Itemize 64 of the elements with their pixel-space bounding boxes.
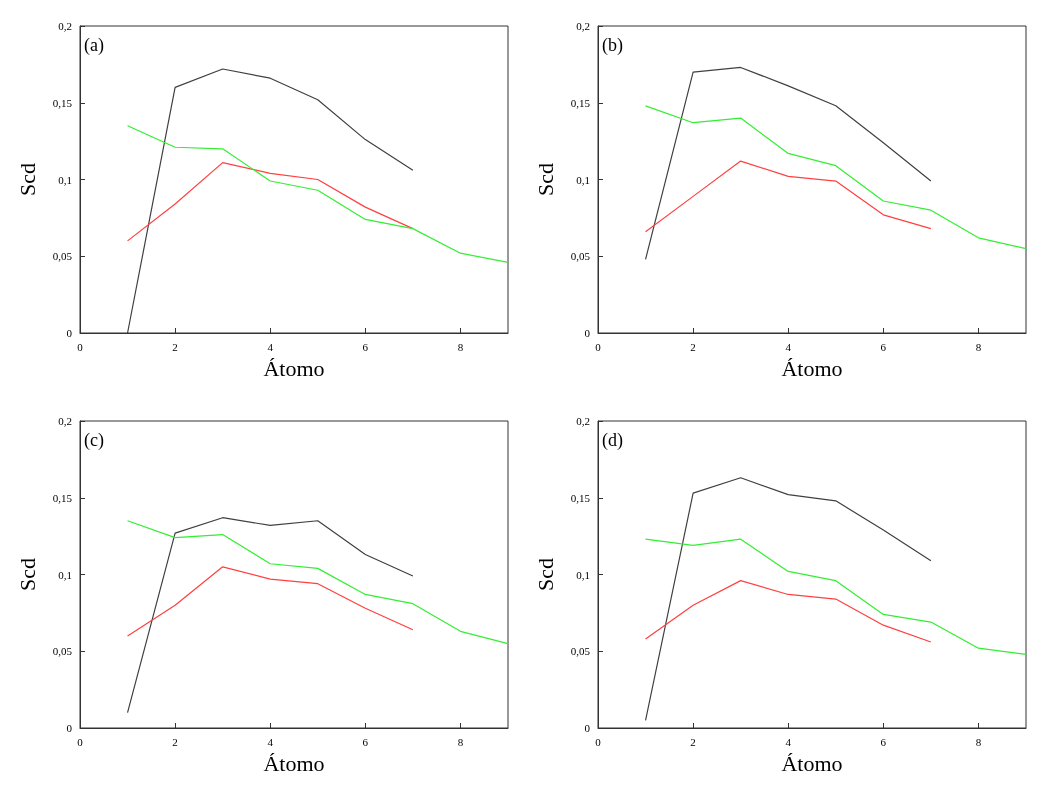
line-series [644, 580, 932, 643]
x-tick-label: 6 [880, 340, 887, 353]
y-tick-label: 0,1 [58, 173, 72, 186]
line-series [126, 125, 509, 263]
y-tick-label: 0,2 [58, 415, 72, 427]
x-tick-label: 2 [172, 735, 178, 748]
annotation: (a) [84, 35, 104, 56]
x-tick-label: 2 [172, 340, 178, 353]
annotation: (c) [84, 430, 104, 451]
line-series [644, 105, 1027, 250]
y-tick-label: 0,2 [576, 415, 590, 427]
y-tick-label: 0,1 [576, 173, 590, 186]
x-tick-label: 8 [457, 340, 464, 353]
x-tick-label: 4 [267, 340, 274, 353]
line-series [644, 160, 932, 233]
y-tick-label: 0,05 [570, 645, 591, 658]
y-tick-label: 0,15 [570, 491, 591, 504]
x-tick-label: 6 [880, 735, 887, 748]
x-tick-label: 8 [975, 340, 982, 353]
y-tick-label: 0,15 [52, 491, 73, 504]
y-axis-title: Scd [14, 163, 40, 196]
line-series [126, 162, 414, 242]
x-axis-title: Átomo [781, 750, 843, 776]
y-axis-title: Scd [532, 163, 558, 196]
x-tick-label: 4 [785, 340, 792, 353]
x-tick-label: 0 [77, 340, 84, 353]
x-tick-label: 8 [457, 735, 464, 748]
y-axis-title: Scd [14, 558, 40, 591]
y-tick-label: 0 [66, 722, 73, 734]
y-tick-label: 0,05 [52, 645, 73, 658]
y-tick-label: 0 [584, 722, 591, 734]
y-tick-label: 0,15 [570, 96, 591, 109]
line-series [644, 66, 932, 260]
y-tick-label: 0,1 [58, 568, 72, 581]
y-tick-label: 0,1 [576, 568, 590, 581]
x-tick-label: 4 [785, 735, 792, 748]
line-series [126, 68, 414, 334]
y-tick-label: 0,2 [576, 20, 590, 32]
x-tick-label: 8 [975, 735, 982, 748]
line-series [126, 520, 509, 645]
x-tick-label: 6 [362, 340, 369, 353]
y-tick-label: 0,05 [570, 250, 591, 263]
x-tick-label: 6 [362, 735, 369, 748]
x-axis-title: Átomo [781, 355, 843, 381]
x-tick-label: 0 [77, 735, 84, 748]
x-axis-title: Átomo [263, 355, 325, 381]
y-tick-label: 0 [66, 327, 73, 339]
x-tick-label: 2 [690, 735, 696, 748]
line-series [644, 477, 932, 721]
y-axis-title: Scd [532, 558, 558, 591]
line-series [644, 538, 1027, 655]
annotation: (d) [602, 430, 623, 451]
y-tick-label: 0,15 [52, 96, 73, 109]
x-tick-label: 0 [595, 340, 602, 353]
y-tick-label: 0,2 [58, 20, 72, 32]
line-series [126, 517, 414, 714]
y-tick-label: 0,05 [52, 250, 73, 263]
x-tick-label: 2 [690, 340, 696, 353]
x-tick-label: 4 [267, 735, 274, 748]
x-axis-title: Átomo [263, 750, 325, 776]
y-tick-label: 0 [584, 327, 591, 339]
line-series [126, 566, 414, 637]
x-tick-label: 0 [595, 735, 602, 748]
annotation: (b) [602, 35, 623, 56]
